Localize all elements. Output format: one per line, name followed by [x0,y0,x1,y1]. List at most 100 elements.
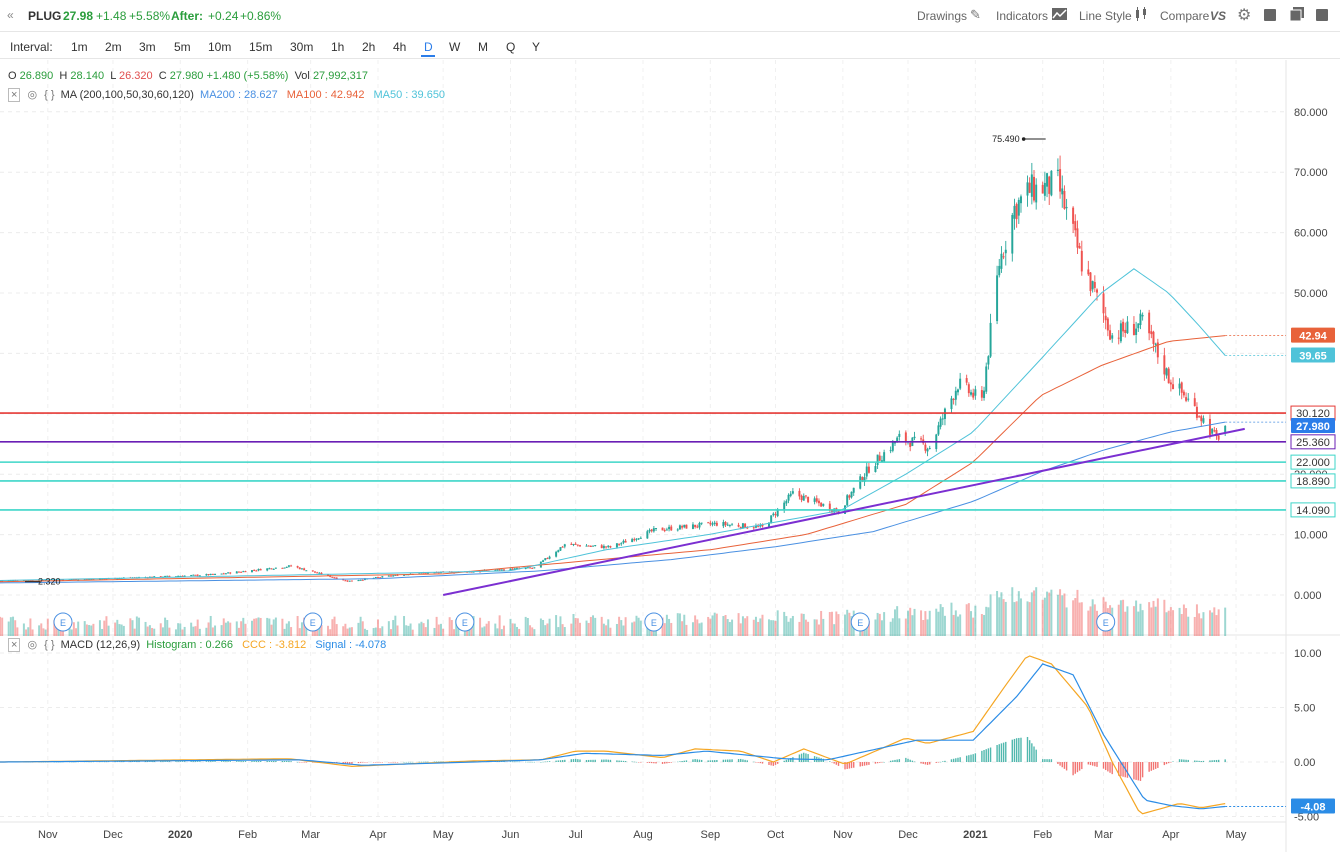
interval-1m[interactable]: 1m [71,40,88,54]
interval-2m[interactable]: 2m [105,40,122,54]
volume-bar [470,627,473,636]
macd-histogram-bar [559,760,562,762]
macd-histogram-bar [23,761,25,763]
interval-w[interactable]: W [449,40,461,54]
volume-bar [546,623,549,636]
volume-bar [746,616,749,636]
candle-body [542,560,545,562]
ma-visibility-icon[interactable]: ◎ [27,89,38,101]
macd-histogram-bar [874,762,877,764]
macd-histogram-bar [807,754,809,762]
interval-1h[interactable]: 1h [331,40,345,54]
interval-d[interactable]: D [424,40,433,54]
macd-histogram-bar [935,762,937,763]
candle-body [1056,169,1059,171]
interval-3m[interactable]: 3m [139,40,156,54]
candle-body [546,558,549,560]
volume-bar [867,620,870,636]
interval-2h[interactable]: 2h [362,40,376,54]
macd-histogram-bar [996,745,998,762]
candle-body [1109,330,1112,340]
macd-histogram-bar [31,761,34,763]
compare-vs-icon[interactable]: VS [1210,9,1227,23]
interval-y[interactable]: Y [532,40,541,54]
macd-settings-icon[interactable]: { } [44,639,55,651]
interval-5m[interactable]: 5m [174,40,191,54]
interval-15m[interactable]: 15m [249,40,273,54]
candle-body [563,544,566,547]
volume-bar [229,622,232,636]
macd-histogram-bar [898,759,901,762]
volume-bar [1,617,4,636]
candle-body [366,578,369,580]
settings-gear-icon[interactable]: ⚙ [1237,7,1252,24]
volume-bar [318,622,321,636]
macd-visibility-icon[interactable]: ◎ [27,639,38,651]
interval-q[interactable]: Q [506,40,516,54]
compare-button[interactable]: Compare [1160,9,1210,23]
pencil-icon[interactable]: ✎ [970,7,981,22]
price-axis-label: 50.000 [1294,288,1328,300]
macd-histogram-bar [199,761,201,762]
candle-body [327,574,330,576]
ma-settings-icon[interactable]: { } [44,89,55,101]
candle-body [7,580,10,582]
line-style-button[interactable]: Line Style [1079,9,1132,23]
interval-10m[interactable]: 10m [208,40,232,54]
macd-histogram-bar [579,759,581,762]
macd-histogram-bar [242,761,244,762]
candle-body [1019,196,1022,204]
volume-bar [1013,602,1016,636]
interval-m[interactable]: M [478,40,488,54]
macd-histogram-bar [466,761,468,762]
macd-histogram-bar [179,761,182,762]
layout-icon[interactable] [1316,9,1328,24]
volume-bar [392,620,395,636]
axis-price-badge-label: 42.94 [1299,331,1327,343]
candle-body [1015,204,1018,220]
macd-histogram-bar [329,762,331,764]
volume-bar [524,616,527,636]
volume-bar [363,628,366,636]
macd-histogram-bar [1200,761,1202,762]
candle-body [874,466,877,473]
volume-bar [761,614,764,636]
drawings-button[interactable]: Drawings [917,9,968,23]
volume-bar [466,625,469,636]
volume-bar [650,616,653,636]
macd-histogram-bar [587,759,590,762]
candle-body [439,571,442,573]
copy-icon[interactable] [1289,7,1304,24]
ohlc-legend: O 26.890 H 28.140 L 26.320 C 27.980 +1.4… [8,70,368,82]
candle-body [965,378,968,383]
price-level-label: 14.090 [1296,505,1330,517]
volume-bar [422,623,425,636]
collapse-icon[interactable]: « [7,8,14,22]
volume-bar [305,619,308,636]
volume-bar [922,619,925,636]
candle-style-icon[interactable] [1135,7,1147,21]
ticker-symbol[interactable]: PLUG [28,9,62,23]
volume-bar [9,617,12,636]
candle-body [652,528,655,532]
indicators-button[interactable]: Indicators [996,9,1049,23]
interval-30m[interactable]: 30m [290,40,314,54]
volume-bar [542,619,545,636]
ma-remove-icon[interactable]: × [8,88,21,102]
macd-remove-icon[interactable]: × [8,638,21,652]
ma-legend: × ◎ { } MA (200,100,50,30,60,120) MA200 … [8,88,445,102]
candle-body [1169,382,1172,385]
candle-body [804,495,807,497]
candle-body [967,384,970,394]
macd-histogram-bar [253,761,255,762]
candle-body [320,572,323,575]
interval-4h[interactable]: 4h [393,40,407,54]
macd-histogram-bar [970,754,972,762]
chart-icon[interactable] [1052,8,1067,20]
fullscreen-icon[interactable] [1264,9,1276,24]
volume-bar [409,623,412,636]
volume-bar [952,614,955,636]
macd-histogram-bar [974,753,977,762]
macd-histogram-bar [1076,762,1079,773]
